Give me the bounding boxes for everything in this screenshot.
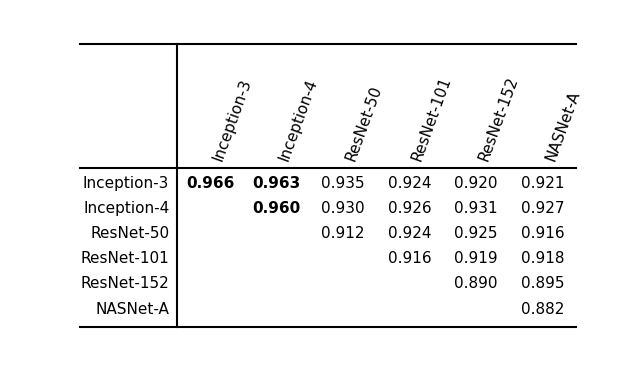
Text: 0.919: 0.919 xyxy=(454,251,498,266)
Text: 0.924: 0.924 xyxy=(388,226,431,241)
Text: 0.916: 0.916 xyxy=(521,226,564,241)
Text: ResNet-152: ResNet-152 xyxy=(81,276,169,291)
Text: Inception-4: Inception-4 xyxy=(276,77,320,163)
Text: 0.912: 0.912 xyxy=(321,226,365,241)
Text: ResNet-50: ResNet-50 xyxy=(90,226,169,241)
Text: ResNet-152: ResNet-152 xyxy=(476,74,520,163)
Text: ResNet-101: ResNet-101 xyxy=(410,74,454,163)
Text: 0.963: 0.963 xyxy=(252,176,301,191)
Text: NASNet-A: NASNet-A xyxy=(543,88,582,163)
Text: 0.935: 0.935 xyxy=(321,176,365,191)
Text: Inception-3: Inception-3 xyxy=(83,176,169,191)
Text: 0.882: 0.882 xyxy=(521,302,564,317)
Text: Inception-4: Inception-4 xyxy=(83,201,169,216)
Text: 0.966: 0.966 xyxy=(186,176,234,191)
Text: 0.960: 0.960 xyxy=(252,201,301,216)
Text: 0.925: 0.925 xyxy=(454,226,498,241)
Text: Inception-3: Inception-3 xyxy=(210,76,253,163)
Text: ResNet-50: ResNet-50 xyxy=(343,83,384,163)
Text: 0.890: 0.890 xyxy=(454,276,498,291)
Text: ResNet-101: ResNet-101 xyxy=(81,251,169,266)
Text: NASNet-A: NASNet-A xyxy=(95,302,169,317)
Text: 0.895: 0.895 xyxy=(521,276,564,291)
Text: 0.931: 0.931 xyxy=(454,201,498,216)
Text: 0.921: 0.921 xyxy=(521,176,564,191)
Text: 0.926: 0.926 xyxy=(388,201,431,216)
Text: 0.930: 0.930 xyxy=(321,201,365,216)
Text: 0.918: 0.918 xyxy=(521,251,564,266)
Text: 0.916: 0.916 xyxy=(388,251,431,266)
Text: 0.924: 0.924 xyxy=(388,176,431,191)
Text: 0.927: 0.927 xyxy=(521,201,564,216)
Text: 0.920: 0.920 xyxy=(454,176,498,191)
